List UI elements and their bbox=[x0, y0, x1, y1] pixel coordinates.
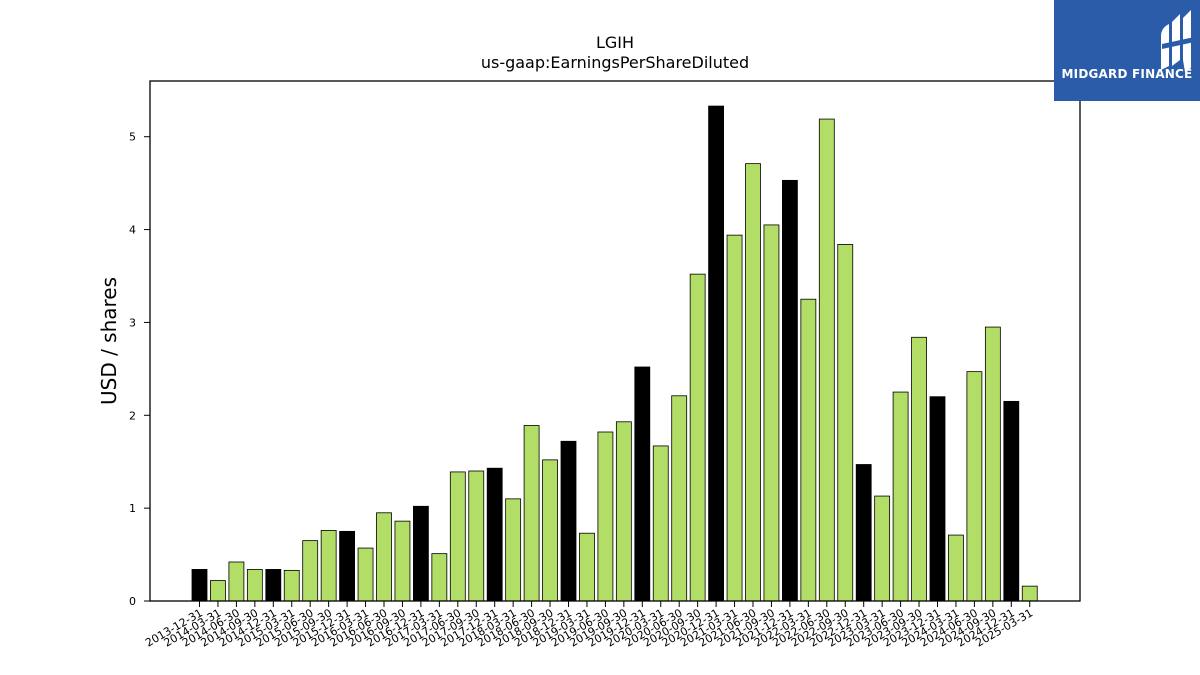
bar-2024-06-30 bbox=[966, 371, 983, 602]
bar-2024-03-31 bbox=[948, 534, 964, 602]
y-tick-label: 3 bbox=[129, 316, 136, 329]
bar-2017-09-30 bbox=[468, 470, 485, 602]
bar-2015-03-31 bbox=[283, 569, 300, 602]
y-axis-label: USD / shares bbox=[97, 277, 121, 405]
bar-2022-06-30 bbox=[818, 118, 835, 602]
y-tick-label: 2 bbox=[129, 409, 136, 422]
plot-frame bbox=[149, 80, 1081, 602]
bar-2023-12-31 bbox=[929, 396, 946, 602]
bar-2019-03-31 bbox=[579, 532, 595, 602]
bar-2018-03-31 bbox=[505, 498, 522, 602]
bar-2018-06-30 bbox=[523, 425, 540, 602]
bar-2015-06-30 bbox=[302, 540, 319, 602]
chart-title: LGIH bbox=[596, 33, 634, 52]
bar-2015-12-31 bbox=[339, 530, 356, 602]
bar-2024-09-30 bbox=[984, 326, 1001, 602]
bar-2023-03-31 bbox=[874, 495, 891, 602]
bar-2013-12-31 bbox=[191, 569, 208, 602]
bar-2023-09-30 bbox=[911, 336, 927, 602]
bar-2019-12-31 bbox=[634, 366, 651, 602]
y-tick-label: 4 bbox=[129, 224, 136, 237]
bar-2023-06-30 bbox=[892, 391, 909, 602]
bar-2019-06-30 bbox=[597, 431, 614, 602]
bar-2017-03-31 bbox=[431, 553, 448, 602]
bar-2018-09-30 bbox=[542, 459, 558, 602]
bar-2014-06-30 bbox=[228, 561, 245, 602]
bar-2015-09-30 bbox=[320, 530, 337, 602]
bar-2016-03-31 bbox=[357, 547, 374, 602]
midgard-logo-icon bbox=[1161, 10, 1199, 72]
bar-2021-12-31 bbox=[782, 179, 798, 602]
bar-2017-06-30 bbox=[449, 471, 466, 602]
bar-2017-12-31 bbox=[486, 467, 503, 602]
bar-2021-03-31 bbox=[726, 234, 743, 602]
y-tick-label: 5 bbox=[129, 131, 136, 144]
bar-2016-06-30 bbox=[376, 512, 392, 602]
chart-subtitle: us-gaap:EarningsPerShareDiluted bbox=[481, 53, 749, 72]
y-tick-label: 1 bbox=[129, 502, 136, 515]
bar-2024-12-31 bbox=[1003, 400, 1020, 602]
bar-2016-12-31 bbox=[412, 505, 429, 602]
bars bbox=[191, 105, 1038, 602]
x-axis-ticks: 2013-12-312014-03-312014-06-302014-09-30… bbox=[143, 601, 1035, 650]
bar-2020-12-31 bbox=[708, 105, 724, 602]
bar-2020-09-30 bbox=[689, 273, 706, 602]
bar-2016-09-30 bbox=[394, 520, 411, 602]
bar-2022-12-31 bbox=[855, 464, 872, 602]
bar-2014-12-31 bbox=[265, 569, 282, 602]
bar-2014-09-30 bbox=[246, 569, 263, 602]
midgard-finance-logo: MIDGARD FINANCE bbox=[1054, 0, 1200, 101]
bar-2020-03-31 bbox=[652, 445, 669, 602]
bar-2025-03-31 bbox=[1021, 585, 1038, 602]
logo-text: MIDGARD FINANCE bbox=[1061, 67, 1193, 81]
bar-2018-12-31 bbox=[560, 440, 577, 602]
bar-2022-09-30 bbox=[837, 244, 854, 602]
bar-2019-09-30 bbox=[615, 421, 632, 602]
y-tick-label: 0 bbox=[129, 595, 136, 608]
y-axis-ticks: 0 1 2 3 4 5 bbox=[129, 131, 150, 608]
bar-2021-09-30 bbox=[763, 224, 780, 602]
bar-2020-06-30 bbox=[671, 395, 688, 602]
bar-2021-06-30 bbox=[745, 163, 761, 602]
bar-2022-03-31 bbox=[800, 298, 817, 602]
bar-2014-03-31 bbox=[210, 580, 226, 602]
